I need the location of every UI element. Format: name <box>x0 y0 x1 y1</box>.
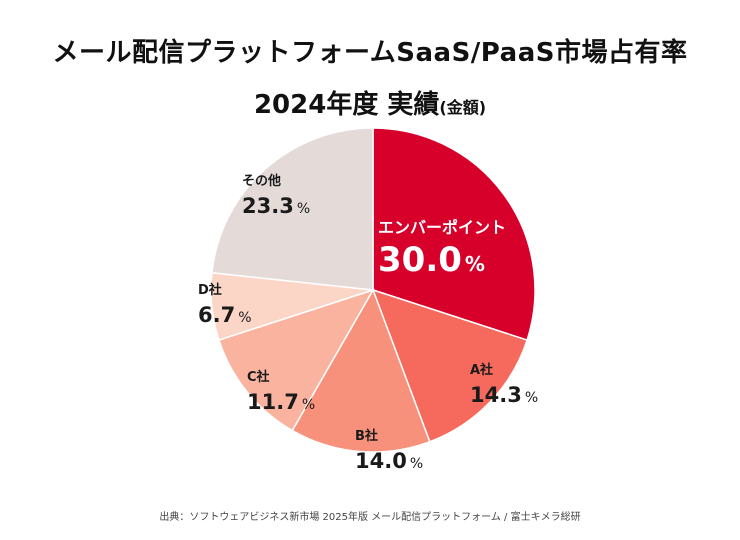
chart-title-line2: 2024年度 実績(金額) <box>0 84 740 121</box>
chart-title-line1: メール配信プラットフォームSaaS/PaaS市場占有率 <box>52 38 688 68</box>
slice-label-4: C社 <box>247 369 270 385</box>
slice-label-6: その他 <box>242 173 281 189</box>
slice-label-5: D社 <box>198 282 222 298</box>
slice-label-2: A社 <box>470 362 493 378</box>
slice-value-5: 6.7% <box>198 303 252 327</box>
slice-label-1: エンバーポイント <box>378 218 506 237</box>
pie-slice-4 <box>217 288 375 432</box>
pie-slice-1 <box>372 127 536 342</box>
pie-slice-2 <box>371 288 529 443</box>
slice-value-2: 14.3% <box>470 383 538 407</box>
source-note: 出典：ソフトウェアビジネス新市場 2025年版 メール配信プラットフォーム / … <box>159 512 581 523</box>
slice-value-4: 11.7% <box>247 390 315 414</box>
chart-title-main: 2024年度 実績 <box>253 90 440 120</box>
pie-slice-6 <box>211 127 374 291</box>
slice-value-3: 14.0% <box>355 449 423 473</box>
slice-value-6: 23.3% <box>242 194 310 218</box>
chart-title-sub: (金額) <box>439 98 487 117</box>
pie-slice-3 <box>291 288 431 453</box>
slice-label-3: B社 <box>355 428 378 444</box>
slice-value-1: 30.0% <box>378 240 485 280</box>
